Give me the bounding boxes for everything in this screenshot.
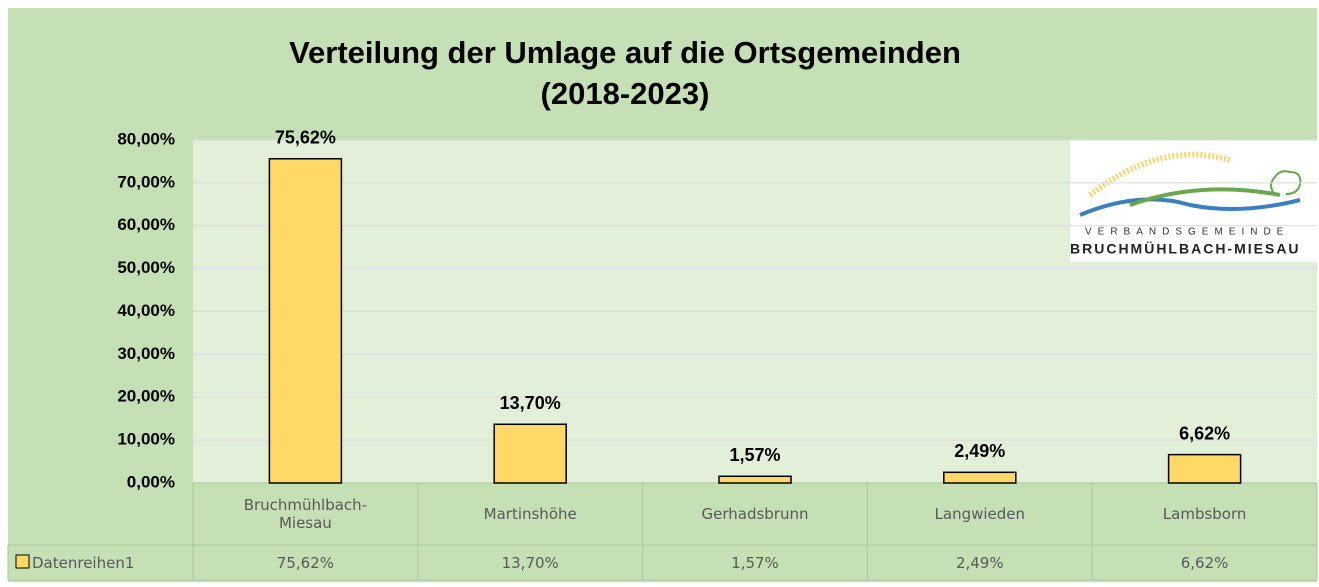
bar	[493, 423, 567, 484]
y-tick-label: 30,00%	[117, 344, 175, 363]
table-value: 13,70%	[418, 545, 643, 580]
table-value-box: 1,57%	[643, 545, 868, 580]
chart-subtitle: (2018-2023)	[541, 76, 710, 111]
bar	[943, 471, 1017, 484]
y-tick-label: 40,00%	[117, 301, 175, 320]
table-value-box: 2,49%	[867, 545, 1092, 580]
x-tick-label: Bruchmühlbach-Miesau	[193, 483, 418, 545]
table-value: 6,62%	[1092, 545, 1317, 580]
y-tick-label: 60,00%	[117, 215, 175, 234]
y-tick-label: 70,00%	[117, 172, 175, 191]
logo-tree	[1270, 170, 1302, 196]
logo-hill	[1129, 187, 1281, 207]
x-tick-label-box: Martinshöhe	[418, 483, 643, 545]
x-tick-label: Gerhadsbrunn	[643, 483, 868, 545]
x-tick-label-text: Gerhadsbrunn	[701, 505, 809, 523]
table-value-text: 6,62%	[1180, 553, 1229, 572]
logo-wave	[1079, 197, 1301, 217]
bar	[1167, 453, 1242, 484]
x-tick-label-box: Gerhadsbrunn	[643, 483, 868, 545]
bar	[718, 475, 792, 484]
data-label: 1,57%	[729, 445, 780, 465]
x-tick-label-text: Langwieden	[934, 505, 1026, 523]
x-tick-label-box: Bruchmühlbach-Miesau	[193, 483, 418, 545]
table-value-text: 1,57%	[731, 553, 779, 572]
table-value: 75,62%	[193, 545, 418, 580]
table-value-text: 75,62%	[276, 553, 334, 572]
x-tick-label: Langwieden	[867, 483, 1092, 545]
y-tick-label: 10,00%	[117, 430, 175, 449]
y-tick-label: 80,00%	[117, 129, 175, 148]
bar	[268, 158, 343, 484]
legend-label: Datenreihen1	[32, 554, 134, 572]
chart-title: Verteilung der Umlage auf die Ortsgemein…	[289, 35, 961, 70]
logo-line1: VERBANDSGEMEINDE	[1085, 227, 1289, 238]
y-tick-label: 50,00%	[117, 258, 175, 277]
data-label: 6,62%	[1179, 423, 1230, 443]
table-value-box: 6,62%	[1092, 545, 1317, 580]
y-tick-label: 20,00%	[117, 387, 175, 406]
x-tick-label-box: Lambsborn	[1092, 483, 1317, 545]
logo: VERBANDSGEMEINDE BRUCHMÜHLBACH-MIESAU	[1070, 140, 1317, 262]
x-tick-label-text: Martinshöhe	[483, 505, 577, 523]
y-tick-label: 0,00%	[127, 472, 175, 491]
table-value-text: 2,49%	[955, 553, 1004, 572]
legend-swatch	[15, 554, 30, 569]
x-tick-label: Lambsborn	[1092, 483, 1317, 545]
logo-line2: BRUCHMÜHLBACH-MIESAU	[1070, 241, 1301, 257]
table-value: 2,49%	[867, 545, 1092, 580]
x-tick-label-text: Bruchmühlbach-Miesau	[243, 496, 368, 532]
logo-background	[1070, 140, 1317, 262]
x-tick-label-text: Lambsborn	[1162, 505, 1247, 523]
table-value-box: 75,62%	[193, 545, 418, 580]
x-tick-label-box: Langwieden	[867, 483, 1092, 545]
table-value-box: 13,70%	[418, 545, 643, 580]
x-tick-label: Martinshöhe	[418, 483, 643, 545]
logo-sun	[1088, 151, 1231, 198]
table-value-text: 13,70%	[501, 553, 559, 572]
table-value: 1,57%	[643, 545, 868, 580]
data-label: 2,49%	[954, 441, 1005, 461]
data-label: 75,62%	[275, 128, 336, 148]
data-label: 13,70%	[500, 393, 561, 413]
